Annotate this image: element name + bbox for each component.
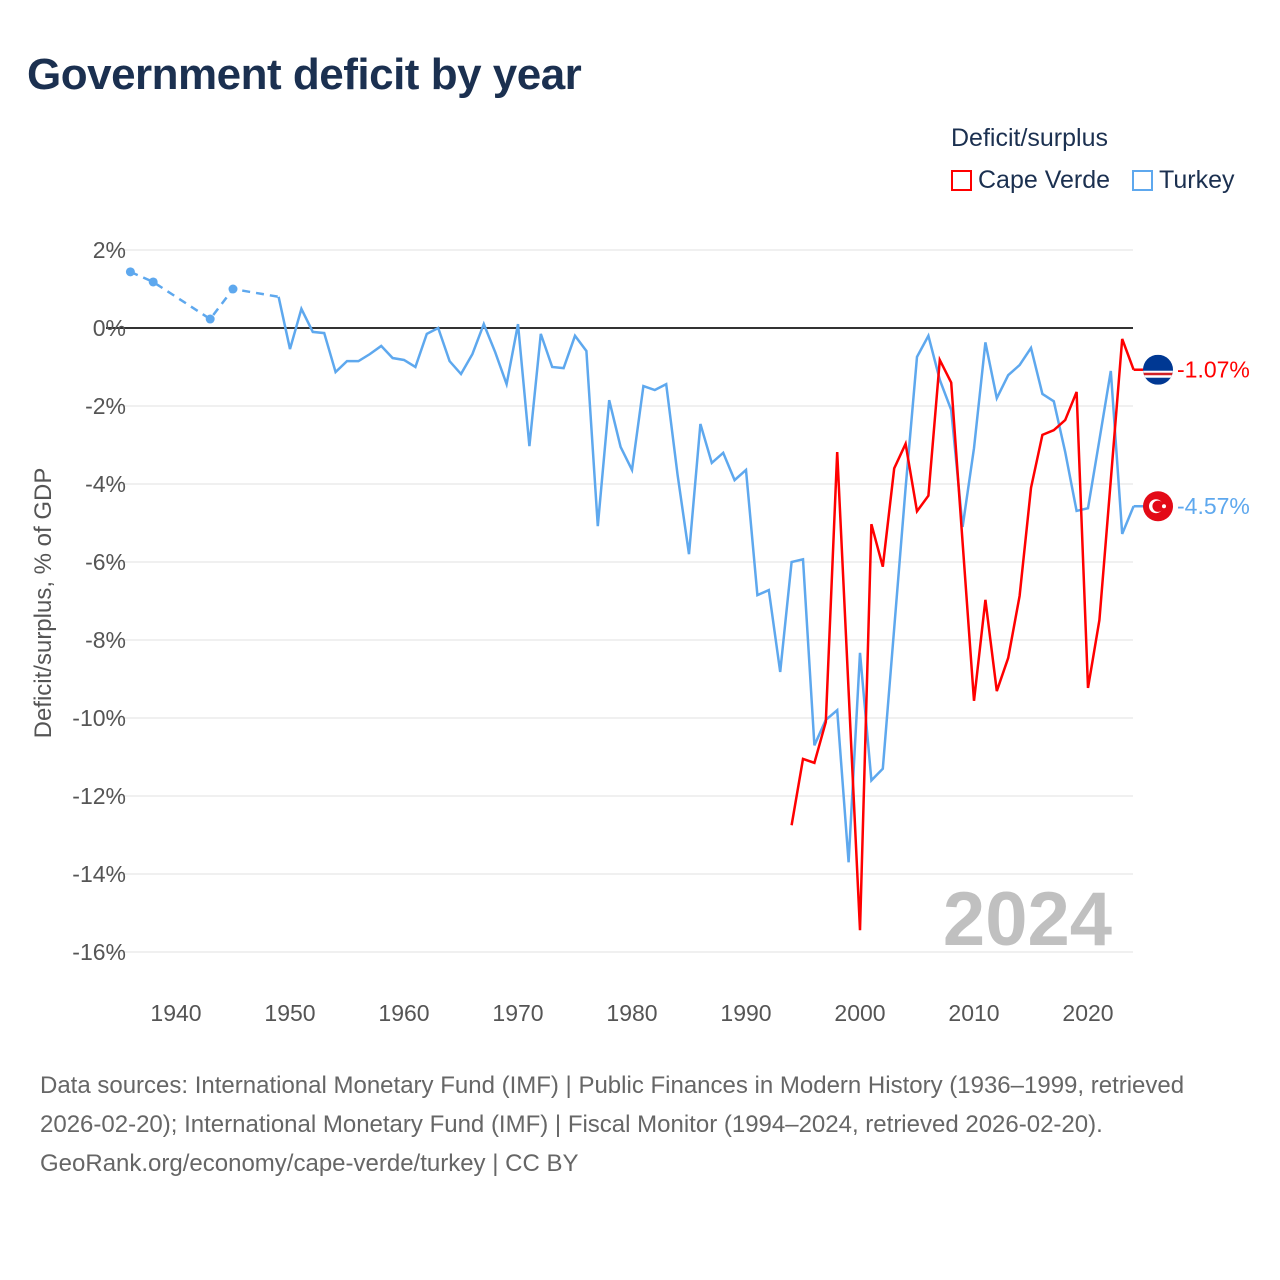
flag-crescent-cut bbox=[1152, 500, 1164, 512]
footer: Data sources: International Monetary Fun… bbox=[40, 1066, 1240, 1183]
y-tick-label: -16% bbox=[72, 939, 126, 965]
x-tick-label: 1940 bbox=[150, 1000, 201, 1026]
turkey-flag-icon bbox=[1143, 491, 1173, 522]
legend-title: Deficit/surplus bbox=[951, 124, 1108, 152]
series-line-cape-verde bbox=[790, 338, 1135, 931]
y-tick-label: -10% bbox=[72, 705, 126, 731]
y-axis-label: Deficit/surplus, % of GDP bbox=[30, 468, 57, 739]
flag-stripe bbox=[1143, 372, 1173, 376]
legend-swatch-cape-verde bbox=[951, 170, 972, 191]
chart-title: Government deficit by year bbox=[27, 50, 582, 99]
x-tick-label: 1980 bbox=[606, 1000, 657, 1026]
flag-field bbox=[1143, 354, 1173, 385]
data-point-turkey bbox=[148, 277, 158, 287]
series-line-turkey-sparse bbox=[129, 270, 279, 321]
legend-label: Turkey bbox=[1159, 166, 1235, 194]
cape-verde-flag-icon bbox=[1143, 354, 1173, 385]
data-point-turkey bbox=[125, 267, 135, 277]
end-value-label: -1.07% bbox=[1177, 357, 1250, 383]
y-tick-label: -6% bbox=[85, 549, 126, 575]
y-tick-label: -2% bbox=[85, 393, 126, 419]
y-tick-label: -8% bbox=[85, 627, 126, 653]
y-tick-label: -14% bbox=[72, 861, 126, 887]
x-tick-label: 1970 bbox=[492, 1000, 543, 1026]
legend-item-cape-verde[interactable]: Cape Verde bbox=[951, 166, 1110, 195]
data-sources: Data sources: International Monetary Fun… bbox=[40, 1072, 1185, 1138]
legend-swatch-turkey bbox=[1132, 170, 1153, 191]
y-tick-label: -12% bbox=[72, 783, 126, 809]
data-point-turkey bbox=[205, 314, 215, 324]
x-tick-label: 2020 bbox=[1062, 1000, 1113, 1026]
legend-item-turkey[interactable]: Turkey bbox=[1132, 166, 1234, 195]
x-tick-label: 1950 bbox=[264, 1000, 315, 1026]
x-tick-label: 2010 bbox=[948, 1000, 999, 1026]
series-line-turkey bbox=[277, 296, 1135, 863]
x-tick-label: 1990 bbox=[720, 1000, 771, 1026]
y-tick-label: 2% bbox=[93, 237, 126, 263]
legend-label: Cape Verde bbox=[978, 166, 1111, 194]
year-watermark: 2024 bbox=[943, 877, 1112, 962]
x-tick-label: 2000 bbox=[834, 1000, 885, 1026]
credit-link[interactable]: GeoRank.org/economy/cape-verde/turkey | … bbox=[40, 1150, 579, 1177]
flag-star bbox=[1162, 504, 1166, 509]
y-tick-label: 0% bbox=[93, 315, 126, 341]
end-value-label: -4.57% bbox=[1177, 493, 1250, 519]
x-tick-label: 1960 bbox=[378, 1000, 429, 1026]
data-point-turkey bbox=[228, 284, 238, 294]
y-tick-label: -4% bbox=[85, 471, 126, 497]
